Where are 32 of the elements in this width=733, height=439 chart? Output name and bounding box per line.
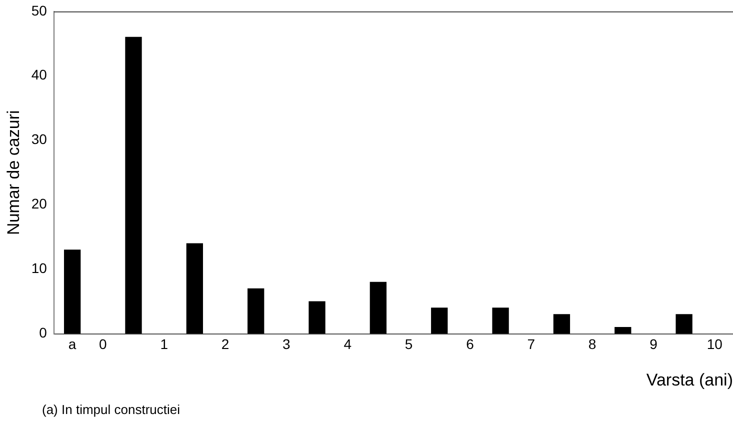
x-tick-label: a: [68, 336, 76, 352]
y-axis-title: Numar de cazuri: [4, 110, 23, 235]
x-tick-label: 7: [527, 336, 536, 352]
bar: [676, 314, 692, 334]
bar: [125, 36, 142, 334]
x-tick-label: 8: [588, 336, 596, 352]
x-tick-label: 5: [404, 336, 413, 352]
bar: [64, 250, 81, 334]
bar: [614, 327, 632, 334]
x-tick-label: 9: [650, 336, 658, 352]
y-tick-label: 20: [31, 196, 48, 212]
x-tick-label: 10: [706, 336, 723, 352]
bar: [370, 282, 387, 334]
x-axis-title: Varsta (ani): [646, 370, 733, 390]
bar: [308, 301, 326, 334]
y-tick-label: 0: [39, 324, 48, 341]
y-tick-label: 10: [31, 260, 48, 276]
bar: [248, 288, 264, 334]
y-tick-label: 40: [31, 66, 48, 83]
x-tick-label: 4: [344, 336, 352, 352]
x-tick-label: 0: [99, 336, 108, 352]
x-tick-label: 2: [221, 336, 230, 352]
bar: [492, 308, 509, 334]
bar: [431, 308, 448, 334]
bar: [186, 243, 203, 334]
y-tick-label: 30: [31, 131, 48, 148]
text: (a) In timpul constructiei: [42, 402, 180, 417]
x-tick-label: 1: [160, 336, 168, 352]
x-tick-label: 6: [466, 336, 474, 352]
x-tick-label: 3: [282, 336, 291, 352]
bar: [553, 314, 570, 334]
y-tick-label: 50: [31, 2, 48, 18]
